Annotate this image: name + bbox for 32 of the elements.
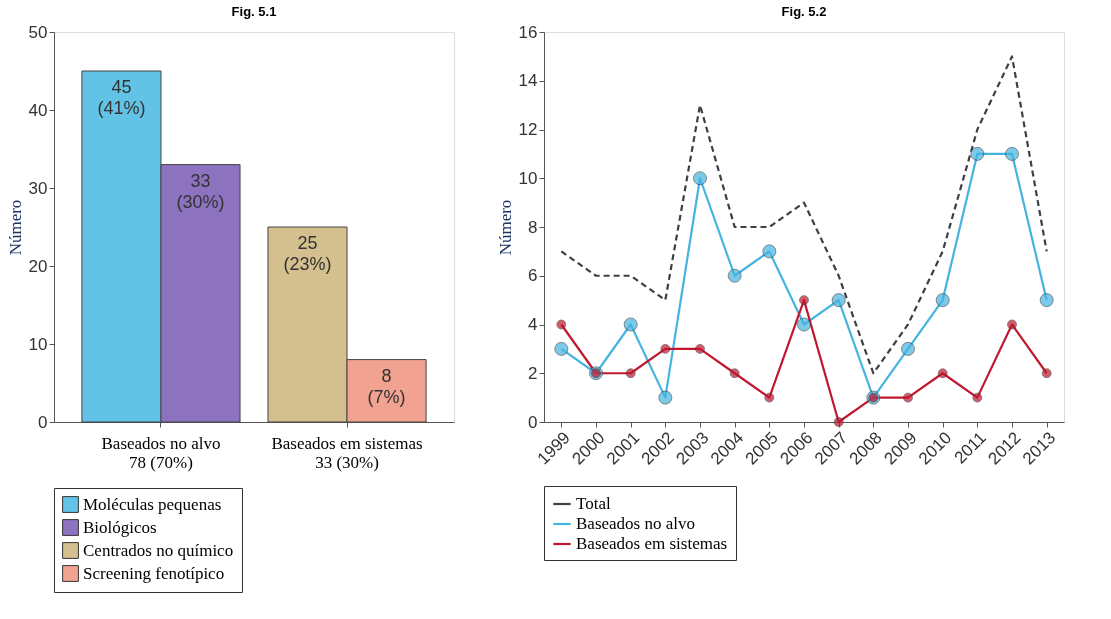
y-tick-label: 2 <box>528 363 538 383</box>
x-tick-label: Baseados em sistemas 33 (30%) <box>271 433 423 472</box>
legend-label: Baseados em sistemas <box>576 534 728 553</box>
data-label: 45 (41%) <box>97 77 146 118</box>
y-tick-label: 6 <box>528 266 538 286</box>
y-tick-label: 30 <box>28 178 48 198</box>
legend-label: Centrados no químico <box>83 540 234 560</box>
y-tick-label: 10 <box>28 334 48 354</box>
y-tick-label: 0 <box>38 412 48 432</box>
y-tick-label: 4 <box>528 315 538 334</box>
y-tick-label: 8 <box>528 217 538 237</box>
data-label: 33 (30%) <box>176 170 225 212</box>
legend-label: Total <box>576 494 611 513</box>
data-label: 8 (7%) <box>367 365 406 407</box>
legend-label: Baseados no alvo <box>576 514 695 533</box>
y-tick-label: 20 <box>28 256 48 276</box>
x-tick-label: Baseados no alvo 78 (70%) <box>101 433 221 472</box>
y-tick-label: 0 <box>528 412 538 432</box>
y-axis-title: Número <box>495 199 515 256</box>
y-tick-label: 12 <box>518 120 538 139</box>
y-tick-label: 10 <box>518 168 538 188</box>
legend-label: Screening fenotípico <box>83 563 225 583</box>
chart-title: Fig. 5.1 <box>231 4 277 19</box>
y-tick-label: 16 <box>518 22 538 42</box>
legend-label: Biológicos <box>83 517 157 537</box>
legend-label: Moléculas pequenas <box>83 494 222 514</box>
chart-title: Fig. 5.2 <box>781 4 827 19</box>
y-tick-label: 50 <box>28 22 48 42</box>
y-tick-label: 40 <box>28 100 48 120</box>
y-axis-title: Número <box>5 199 25 256</box>
data-label: 25 (23%) <box>283 233 332 274</box>
y-tick-label: 14 <box>518 71 538 91</box>
